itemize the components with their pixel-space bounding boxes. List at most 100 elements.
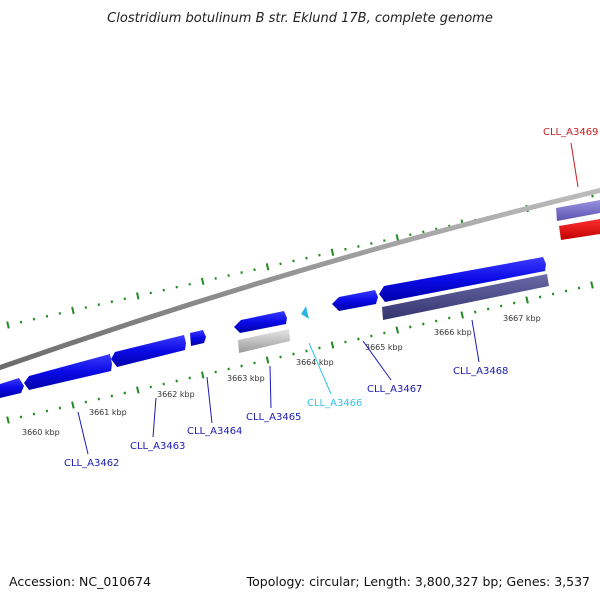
inner-ring-minor-tick xyxy=(214,370,217,374)
gene-cll-a3468-blue[interactable] xyxy=(379,257,546,302)
gene-label-cll-a3469[interactable]: CLL_A3469 xyxy=(543,127,598,138)
outer-ring-minor-tick xyxy=(292,259,295,263)
gene-label-cll-a3464[interactable]: CLL_A3464 xyxy=(187,426,242,437)
gene-left-edge[interactable] xyxy=(0,378,24,398)
kbp-label-3665: 3665 kbp xyxy=(365,343,403,352)
kbp-label-3663: 3663 kbp xyxy=(227,374,265,383)
kbp-label-3667: 3667 kbp xyxy=(503,314,541,323)
outer-ring-major-tick xyxy=(200,277,205,285)
accession-text: Accession: NC_010674 xyxy=(9,574,151,589)
leader-line-cll-a3465 xyxy=(269,365,272,409)
outer-ring-minor-tick xyxy=(32,317,36,321)
kbp-label-3666: 3666 kbp xyxy=(434,328,472,337)
outer-ring-minor-tick xyxy=(58,311,62,315)
inner-ring-minor-tick xyxy=(123,391,127,395)
gene-label-cll-a3467[interactable]: CLL_A3467 xyxy=(367,384,422,395)
inner-ring-minor-tick xyxy=(512,301,516,305)
outer-ring-minor-tick xyxy=(123,297,127,301)
gene-cll-a3466[interactable] xyxy=(301,306,309,319)
inner-ring-minor-tick xyxy=(577,286,581,290)
outer-ring-major-tick xyxy=(6,321,10,329)
inner-ring-minor-tick xyxy=(370,334,373,338)
outer-ring-minor-tick xyxy=(149,291,152,295)
kbp-label-3662: 3662 kbp xyxy=(157,390,195,399)
gene-label-cll-a3468[interactable]: CLL_A3468 xyxy=(453,366,508,377)
gene-cll-a3469-lavender[interactable] xyxy=(556,200,600,221)
inner-ring-minor-tick xyxy=(149,385,152,389)
gene-label-cll-a3465[interactable]: CLL_A3465 xyxy=(246,412,301,423)
outer-ring-major-tick xyxy=(330,248,335,256)
inner-ring-minor-tick xyxy=(473,310,477,314)
inner-ring-minor-tick xyxy=(538,295,542,299)
inner-tick-ring xyxy=(6,281,594,424)
outer-ring-minor-tick xyxy=(253,268,256,272)
inner-ring-major-tick xyxy=(525,296,529,304)
inner-ring-minor-tick xyxy=(240,364,243,368)
leader-line-cll-a3467 xyxy=(362,340,392,381)
inner-ring-minor-tick xyxy=(175,379,178,383)
outer-ring-major-tick xyxy=(136,292,140,300)
inner-ring-major-tick xyxy=(71,401,75,409)
outer-ring-minor-tick xyxy=(97,303,101,307)
outer-ring-minor-tick xyxy=(214,277,217,280)
outer-ring-minor-tick xyxy=(383,239,386,242)
inner-ring-minor-tick xyxy=(486,307,490,311)
inner-ring-minor-tick xyxy=(279,355,282,359)
gene-cll-a3467[interactable] xyxy=(332,290,378,311)
gene-label-cll-a3462[interactable]: CLL_A3462 xyxy=(64,458,119,469)
inner-ring-minor-tick xyxy=(448,316,451,320)
outer-ring-minor-tick xyxy=(19,320,23,324)
leader-line-cll-a3466 xyxy=(308,342,332,395)
gene-label-cll-a3463[interactable]: CLL_A3463 xyxy=(130,441,185,452)
gene-cll-a3469-red[interactable] xyxy=(559,219,600,240)
inner-ring-minor-tick xyxy=(19,415,23,419)
inner-ring-major-tick xyxy=(590,281,594,289)
gene-label-cll-a3466[interactable]: CLL_A3466 xyxy=(307,398,362,409)
inner-ring-minor-tick xyxy=(97,397,101,401)
inner-ring-minor-tick xyxy=(227,367,230,371)
kbp-label-3664: 3664 kbp xyxy=(296,358,334,367)
inner-ring-major-tick xyxy=(395,326,400,334)
outer-ring-minor-tick xyxy=(84,306,88,309)
gene-cll-a3463[interactable] xyxy=(111,335,186,367)
outer-ring-minor-tick xyxy=(162,288,165,292)
genome-backbone xyxy=(0,187,600,371)
outer-ring-minor-tick xyxy=(110,300,114,304)
inner-ring-major-tick xyxy=(200,371,205,379)
gene-cll-a3462[interactable] xyxy=(24,354,112,390)
inner-ring-minor-tick xyxy=(292,352,295,356)
inner-ring-minor-tick xyxy=(162,382,165,386)
outer-ring-minor-tick xyxy=(409,233,412,237)
outer-ring-minor-tick xyxy=(45,314,49,318)
outer-ring-major-tick xyxy=(395,234,400,242)
outer-ring-major-tick xyxy=(71,306,75,315)
outer-ring-major-tick xyxy=(265,263,270,271)
inner-ring-minor-tick xyxy=(110,394,114,398)
inner-ring-minor-tick xyxy=(435,319,438,323)
outer-ring-minor-tick xyxy=(305,256,308,260)
inner-ring-minor-tick xyxy=(344,340,347,344)
gene-cll-a3465-gray[interactable] xyxy=(238,329,290,353)
gene-cll-a3464[interactable] xyxy=(190,330,206,346)
kbp-label-3660: 3660 kbp xyxy=(22,428,60,437)
leader-line-cll-a3462 xyxy=(77,411,89,455)
inner-ring-major-tick xyxy=(330,341,335,349)
inner-ring-minor-tick xyxy=(564,289,568,293)
inner-ring-minor-tick xyxy=(253,361,256,365)
gene-cll-a3468-slate[interactable] xyxy=(382,274,549,320)
inner-ring-minor-tick xyxy=(84,400,88,404)
inner-ring-minor-tick xyxy=(422,322,425,326)
inner-ring-minor-tick xyxy=(383,331,386,335)
inner-ring-major-tick xyxy=(6,416,10,424)
genome-summary-text: Topology: circular; Length: 3,800,327 bp… xyxy=(246,574,590,589)
outer-ring-minor-tick xyxy=(422,230,425,234)
gene-cll-a3465[interactable] xyxy=(234,311,287,333)
leader-line-cll-a3463 xyxy=(152,397,157,438)
inner-ring-minor-tick xyxy=(318,346,321,350)
leader-line-cll-a3469 xyxy=(570,142,579,188)
leader-line-cll-a3464 xyxy=(206,376,213,424)
inner-ring-minor-tick xyxy=(32,412,36,416)
outer-ring-minor-tick xyxy=(175,285,178,289)
inner-ring-minor-tick xyxy=(499,304,503,308)
